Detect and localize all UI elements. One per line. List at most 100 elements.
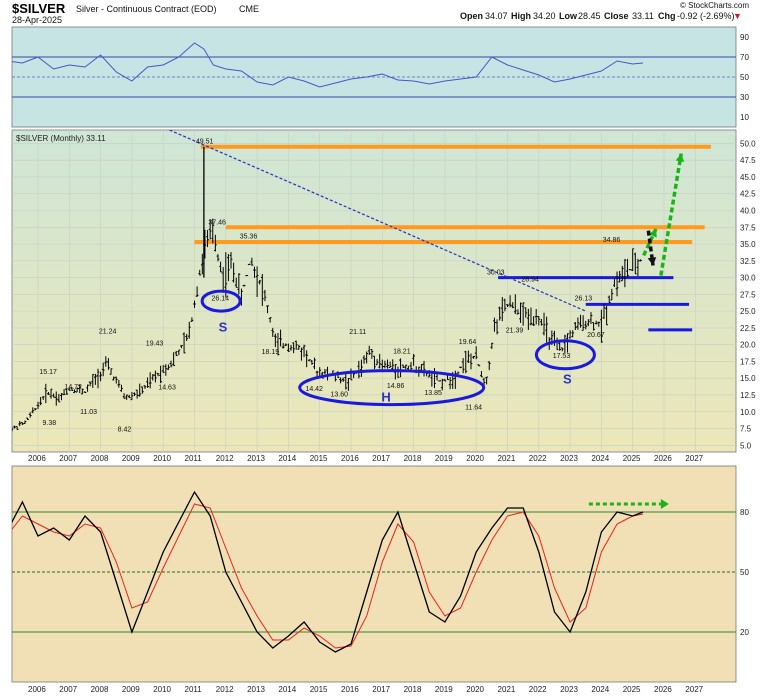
price-bar <box>73 389 76 394</box>
price-data-label: 19.43 <box>146 340 164 347</box>
x-tick-label: 2014 <box>278 454 296 463</box>
price-legend: $SILVER (Monthly) 33.11 <box>16 134 106 143</box>
open-label: Open <box>460 11 483 21</box>
x-tick-label: 2010 <box>153 685 171 694</box>
price-bar <box>620 265 624 282</box>
price-bar <box>93 373 97 385</box>
rsi-tick-label: 70 <box>740 53 749 62</box>
price-bar <box>537 316 541 326</box>
price-bar <box>289 344 293 351</box>
price-grid <box>12 130 736 452</box>
price-data-label: 13.85 <box>424 390 442 397</box>
price-bar <box>357 360 361 379</box>
down-arrow-head <box>647 257 657 266</box>
price-bar <box>380 359 384 370</box>
price-bar <box>615 271 619 297</box>
price-bar <box>70 387 74 391</box>
close-value: 33.11 <box>632 11 654 21</box>
downtrend-line <box>169 130 586 312</box>
x-tick-label: 2019 <box>435 685 453 694</box>
price-bar <box>605 305 609 326</box>
price-bar <box>281 343 285 349</box>
price-data-label: 21.39 <box>506 327 524 334</box>
x-tick-label: 2009 <box>122 685 140 694</box>
x-tick-label: 2026 <box>654 454 672 463</box>
price-bar <box>44 383 48 404</box>
x-tick-label: 2006 <box>28 685 46 694</box>
price-tick-label: 12.5 <box>740 391 756 400</box>
price-bar <box>143 385 147 389</box>
price-bar <box>216 254 220 262</box>
price-bar <box>498 306 502 321</box>
price-data-label: 30.03 <box>487 269 505 276</box>
price-bar <box>516 309 520 315</box>
price-bar <box>193 300 196 308</box>
price-bar <box>268 317 272 323</box>
price-axis: 50.0 47.5 45.0 42.5 40.0 37.5 35.0 32.5 30.0 27.5… <box>740 139 756 450</box>
rsi-tick-label: 10 <box>740 113 749 122</box>
pattern-annotation: S <box>563 372 572 387</box>
price-bar <box>52 393 56 398</box>
rsi-tick-label: 30 <box>740 93 749 102</box>
chg-value: -0.92 (-2.69%) <box>677 11 735 21</box>
price-bar <box>164 364 168 376</box>
x-tick-label: 2024 <box>591 454 609 463</box>
price-bar <box>187 321 191 339</box>
price-bar <box>511 302 515 309</box>
price-bar <box>542 312 546 336</box>
price-bar <box>386 359 389 369</box>
price-bar <box>198 269 202 276</box>
price-bar <box>104 356 108 367</box>
price-bar <box>36 401 40 409</box>
price-data-label: 35.36 <box>240 234 258 241</box>
price-bar <box>245 275 249 277</box>
price-data-label: 15.17 <box>39 369 57 376</box>
price-bar <box>534 309 538 325</box>
price-bar <box>133 392 136 396</box>
price-bar <box>464 350 468 374</box>
price-bar <box>506 304 509 308</box>
price-bar <box>566 333 569 353</box>
price-bar <box>229 252 233 269</box>
price-bar <box>485 376 489 385</box>
x-tick-label: 2025 <box>623 454 641 463</box>
price-bar <box>172 352 176 367</box>
price-bar <box>493 317 496 332</box>
x-tick-label: 2009 <box>122 454 140 463</box>
price-tick-label: 25.0 <box>740 307 756 316</box>
x-tick-label: 2021 <box>498 454 516 463</box>
price-tick-label: 20.0 <box>740 341 756 350</box>
price-tick-label: 10.0 <box>740 408 756 417</box>
price-bar <box>422 360 426 377</box>
price-bar <box>271 327 275 337</box>
x-tick-label: 2016 <box>341 685 359 694</box>
rsi-line <box>12 42 644 88</box>
price-bar <box>636 258 640 277</box>
price-bar <box>294 340 298 350</box>
price-bar <box>490 342 494 349</box>
price-bar <box>253 266 256 278</box>
price-bar <box>388 361 392 368</box>
price-tick-label: 32.5 <box>740 257 756 266</box>
price-bar <box>584 320 588 330</box>
price-bar <box>258 279 262 285</box>
price-bar <box>80 388 84 395</box>
price-bar <box>610 288 614 301</box>
rsi-axis: 90 70 50 30 10 <box>740 33 749 122</box>
price-bar <box>365 351 369 364</box>
price-bar <box>284 343 288 347</box>
price-data-label: 21.24 <box>99 328 117 335</box>
close-label: Close <box>604 11 629 21</box>
price-bar <box>195 286 199 297</box>
high-label: High <box>511 11 531 21</box>
price-bar <box>573 321 577 330</box>
price-bar <box>581 315 585 331</box>
price-bar <box>47 391 50 395</box>
price-bar <box>148 372 152 389</box>
price-bar <box>360 359 363 377</box>
price-bar <box>161 364 165 373</box>
x-tick-label: 2016 <box>341 454 359 463</box>
price-bar <box>579 314 582 328</box>
price-bar <box>592 322 595 331</box>
price-bar <box>469 353 473 370</box>
